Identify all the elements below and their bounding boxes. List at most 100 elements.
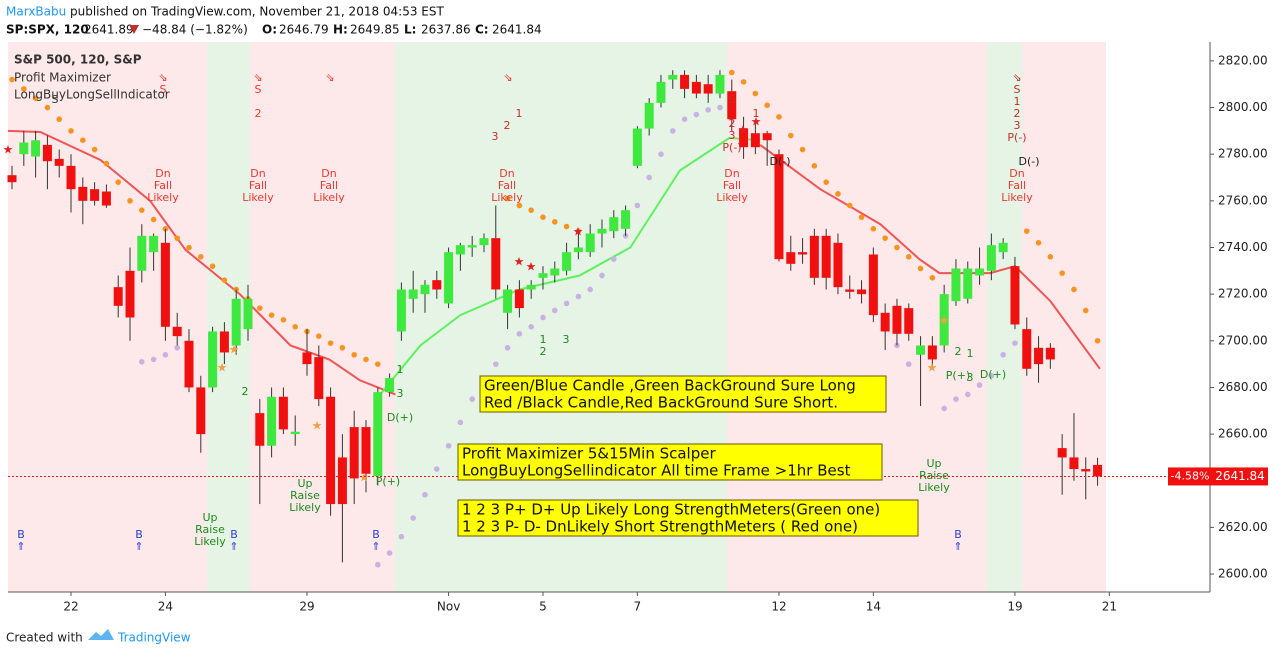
ohlc-label: H: [333,23,348,37]
indicator-dot [127,198,133,204]
annotation: Fall [249,179,267,192]
annotation: 3 [967,371,974,384]
ohlc-value: 2649.85 [350,23,400,37]
y-tick-label: 2820.00 [1218,53,1268,67]
annotation: 2 [540,345,547,358]
candle-body [786,252,796,264]
candle-body [562,252,572,271]
indicator-dot [56,116,63,123]
candle-body [927,345,937,360]
annotation: Up [297,477,312,490]
indicator-dot [551,219,558,225]
candle-body [1093,464,1103,477]
candle-body [396,289,406,332]
candle-body [149,235,159,253]
star-marker: ★ [927,361,938,375]
annotation: Dn [155,167,170,180]
annotation: Likely [289,501,321,514]
indicator-dot [575,228,582,234]
indicator-dot [693,111,700,118]
candle-body [267,396,277,446]
candle-body [526,284,536,290]
annotation: B [954,528,962,541]
annotation: Dn [724,167,739,180]
footer-brand[interactable]: TradingView [117,631,191,645]
candle-body [892,305,902,334]
candle-body [750,133,760,148]
indicator-dot [21,86,27,92]
annotation: 2 [255,107,262,120]
indicator-dot [811,163,818,169]
indicator-dot [1047,254,1054,260]
indicator-dot [599,272,605,279]
star-marker: ★ [751,115,762,129]
candle-body [90,189,100,201]
annotation: 3 [1014,119,1021,132]
candle-body [715,74,725,94]
indicator-dot [551,307,558,314]
indicator-dot [209,263,216,269]
star-marker: ★ [738,123,749,137]
y-tick-label: 2800.00 [1218,100,1268,114]
indicator-dot [681,116,688,123]
author[interactable]: MarxBabu [6,5,66,19]
note-text: 1 2 3 P+ D+ Up Likely Long StrengthMeter… [462,501,880,519]
candle-body [514,289,524,309]
note-box [479,375,887,413]
candle-body [420,284,430,295]
indicator-dot [162,351,169,358]
note-text: Profit Maximizer 5&15Min Scalper [462,445,716,463]
annotation: 2 [729,117,736,130]
annotation: Likely [242,191,274,204]
candle-body [998,242,1008,253]
indicator-dot [1071,286,1077,293]
x-tick-label: 5 [539,600,547,614]
candle-body [573,247,583,253]
candle-body [550,268,560,276]
footer-created: Created with [6,631,83,645]
annotation: Likely [194,535,226,548]
indicator-dot [717,104,723,111]
annotation: ⇘ [253,71,262,84]
note-text: Red /Black Candle,Red BackGround Sure Sh… [484,394,838,412]
indicator-dot [398,533,405,540]
note-text: Green/Blue Candle ,Green BackGround Sure… [484,377,856,395]
down-arrow [129,25,139,34]
annotation: Likely [716,191,748,204]
indicator-line [7,129,1101,396]
annotation: P(+) [946,369,970,382]
candle-body [361,427,371,474]
indicator-dot [917,265,924,272]
indicator-dot [469,396,475,402]
candle-body [479,238,489,246]
candle-body [762,133,772,141]
candle-body [42,144,52,162]
y-tick-label: 2700.00 [1218,333,1268,347]
indicator-dot [658,151,664,157]
star-marker: ★ [3,143,14,157]
indicator-dot [1000,351,1006,358]
indicator-dot [374,561,381,568]
legend-title: S&P 500, 120, S&P [14,53,142,67]
indicator-dot [964,391,971,398]
annotation: Dn [1009,167,1024,180]
background-zone [1022,42,1106,592]
annotation: 1 [516,107,523,120]
note-text: LongBuyLongSellindicator All time Frame … [462,462,851,480]
price-tag-change: -4.58% [1171,469,1210,482]
price-tag-bg [1168,467,1212,486]
annotation: S [255,83,262,96]
annotation: Likely [147,191,179,204]
annotation: Dn [499,167,514,180]
annotation: Raise [195,523,225,536]
indicator-dot [292,323,298,330]
indicator-dot [339,344,346,351]
indicator-dot [174,344,181,351]
symbol: SP:SPX, 120 [6,23,89,37]
annotation: ⇑ [229,540,238,553]
indicator-dot [799,146,806,153]
annotation: Up [202,511,217,524]
x-tick-label: 24 [158,600,173,614]
star-marker: ★ [312,419,323,433]
